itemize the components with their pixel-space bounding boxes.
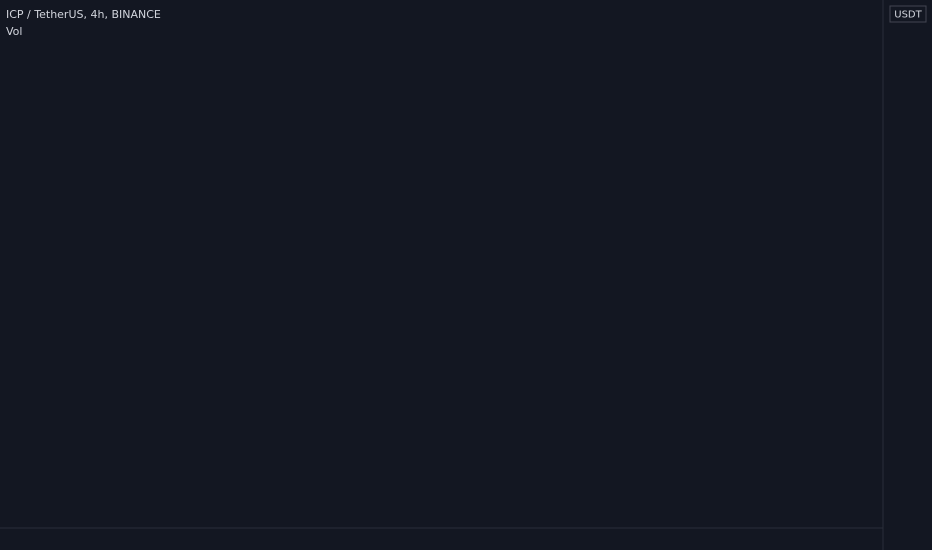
volume-label: Vol <box>6 25 22 38</box>
chart-title: ICP / TetherUS, 4h, BINANCE <box>6 8 161 21</box>
currency: USDT <box>894 10 922 21</box>
currency-box <box>889 5 927 23</box>
price-axis <box>883 0 932 550</box>
